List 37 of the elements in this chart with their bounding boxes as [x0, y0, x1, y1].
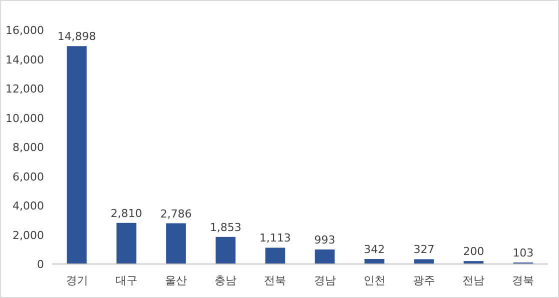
- y-tick-label: 16,000: [6, 24, 44, 37]
- x-tick-label: 전남: [462, 274, 485, 287]
- y-tick-label: 12,000: [6, 82, 44, 96]
- data-label: 2,810: [110, 206, 142, 220]
- y-tick-label: 8,000: [12, 141, 44, 154]
- data-label: 342: [364, 243, 385, 256]
- data-label: 1,113: [259, 232, 291, 245]
- y-tick-label: 0: [37, 258, 44, 271]
- x-tick-label: 전북: [264, 274, 286, 287]
- bar: [314, 249, 335, 264]
- x-tick-label: 인천: [363, 274, 386, 287]
- data-label: 327: [414, 243, 434, 256]
- bar: [364, 259, 384, 264]
- y-tick-label: 10,000: [6, 112, 44, 125]
- bar: [414, 259, 434, 264]
- x-tick-label: 경기: [66, 274, 88, 287]
- data-label: 1,853: [210, 220, 242, 234]
- y-tick-label: 2,000: [12, 228, 44, 242]
- x-tick-label: 대구: [115, 274, 138, 287]
- data-label: 200: [463, 245, 484, 258]
- x-tick-label: 광주: [413, 274, 435, 287]
- data-label: 103: [512, 246, 534, 260]
- x-tick-label: 경남: [314, 274, 336, 287]
- bar: [116, 222, 136, 264]
- bar: [216, 236, 236, 264]
- x-tick-label: 경북: [512, 274, 534, 287]
- x-tick-label: 충남: [214, 274, 237, 287]
- x-tick-label: 울산: [165, 274, 187, 287]
- y-tick-label: 6,000: [12, 170, 44, 184]
- bar: [265, 248, 286, 264]
- bar: [166, 223, 186, 264]
- data-label: 993: [314, 233, 336, 246]
- y-tick-label: 4,000: [12, 200, 44, 212]
- data-label: 14,898: [58, 30, 96, 44]
- y-tick-label: 14,000: [6, 53, 44, 66]
- data-label: 2,786: [160, 207, 192, 220]
- bar: [66, 46, 87, 264]
